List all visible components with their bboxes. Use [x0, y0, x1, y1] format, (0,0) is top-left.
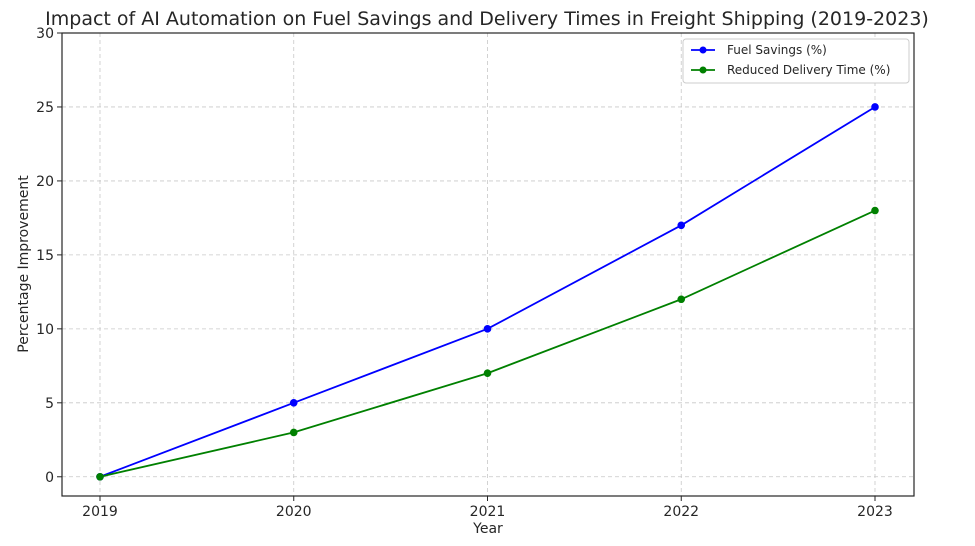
data-point	[871, 206, 879, 215]
data-point	[677, 221, 686, 230]
data-point	[483, 325, 492, 333]
legend-marker-delivery	[699, 66, 707, 74]
x-axis-label: Year	[472, 521, 503, 537]
data-point	[677, 295, 686, 304]
x-tick-label: 2020	[276, 504, 312, 520]
y-axis-label: Percentage Improvement	[16, 175, 32, 353]
x-tick-label: 2023	[857, 504, 893, 520]
x-tick-label: 2021	[470, 504, 506, 520]
y-tick-label: 0	[45, 470, 54, 486]
x-tick-label: 2019	[82, 504, 118, 520]
data-point	[96, 472, 104, 481]
y-tick-label: 25	[36, 100, 54, 116]
data-point	[483, 369, 492, 378]
x-tick-label: 2022	[663, 504, 699, 520]
chart-title: Impact of AI Automation on Fuel Savings …	[45, 8, 929, 30]
plot-frame	[61, 32, 915, 497]
y-tick-label: 10	[36, 322, 54, 338]
legend-label-delivery: Reduced Delivery Time (%)	[727, 63, 890, 77]
legend-marker-fuel	[699, 46, 707, 54]
y-tick-label: 5	[45, 396, 54, 412]
data-point	[289, 399, 298, 407]
legend-label-fuel: Fuel Savings (%)	[727, 43, 827, 57]
y-axis: 0 5 10 15 20 25 30	[36, 26, 62, 486]
legend: Fuel Savings (%) Reduced Delivery Time (…	[682, 38, 910, 84]
series-group	[96, 103, 879, 481]
series-delivery	[96, 206, 879, 481]
data-point	[871, 103, 879, 111]
data-point	[289, 428, 298, 437]
legend-box	[682, 38, 910, 84]
grid	[62, 32, 914, 496]
y-tick-label: 30	[36, 26, 54, 42]
y-tick-label: 20	[36, 174, 54, 190]
x-axis: 2019 2020 2021 2022 2023	[82, 496, 893, 520]
y-tick-label: 15	[36, 248, 54, 264]
